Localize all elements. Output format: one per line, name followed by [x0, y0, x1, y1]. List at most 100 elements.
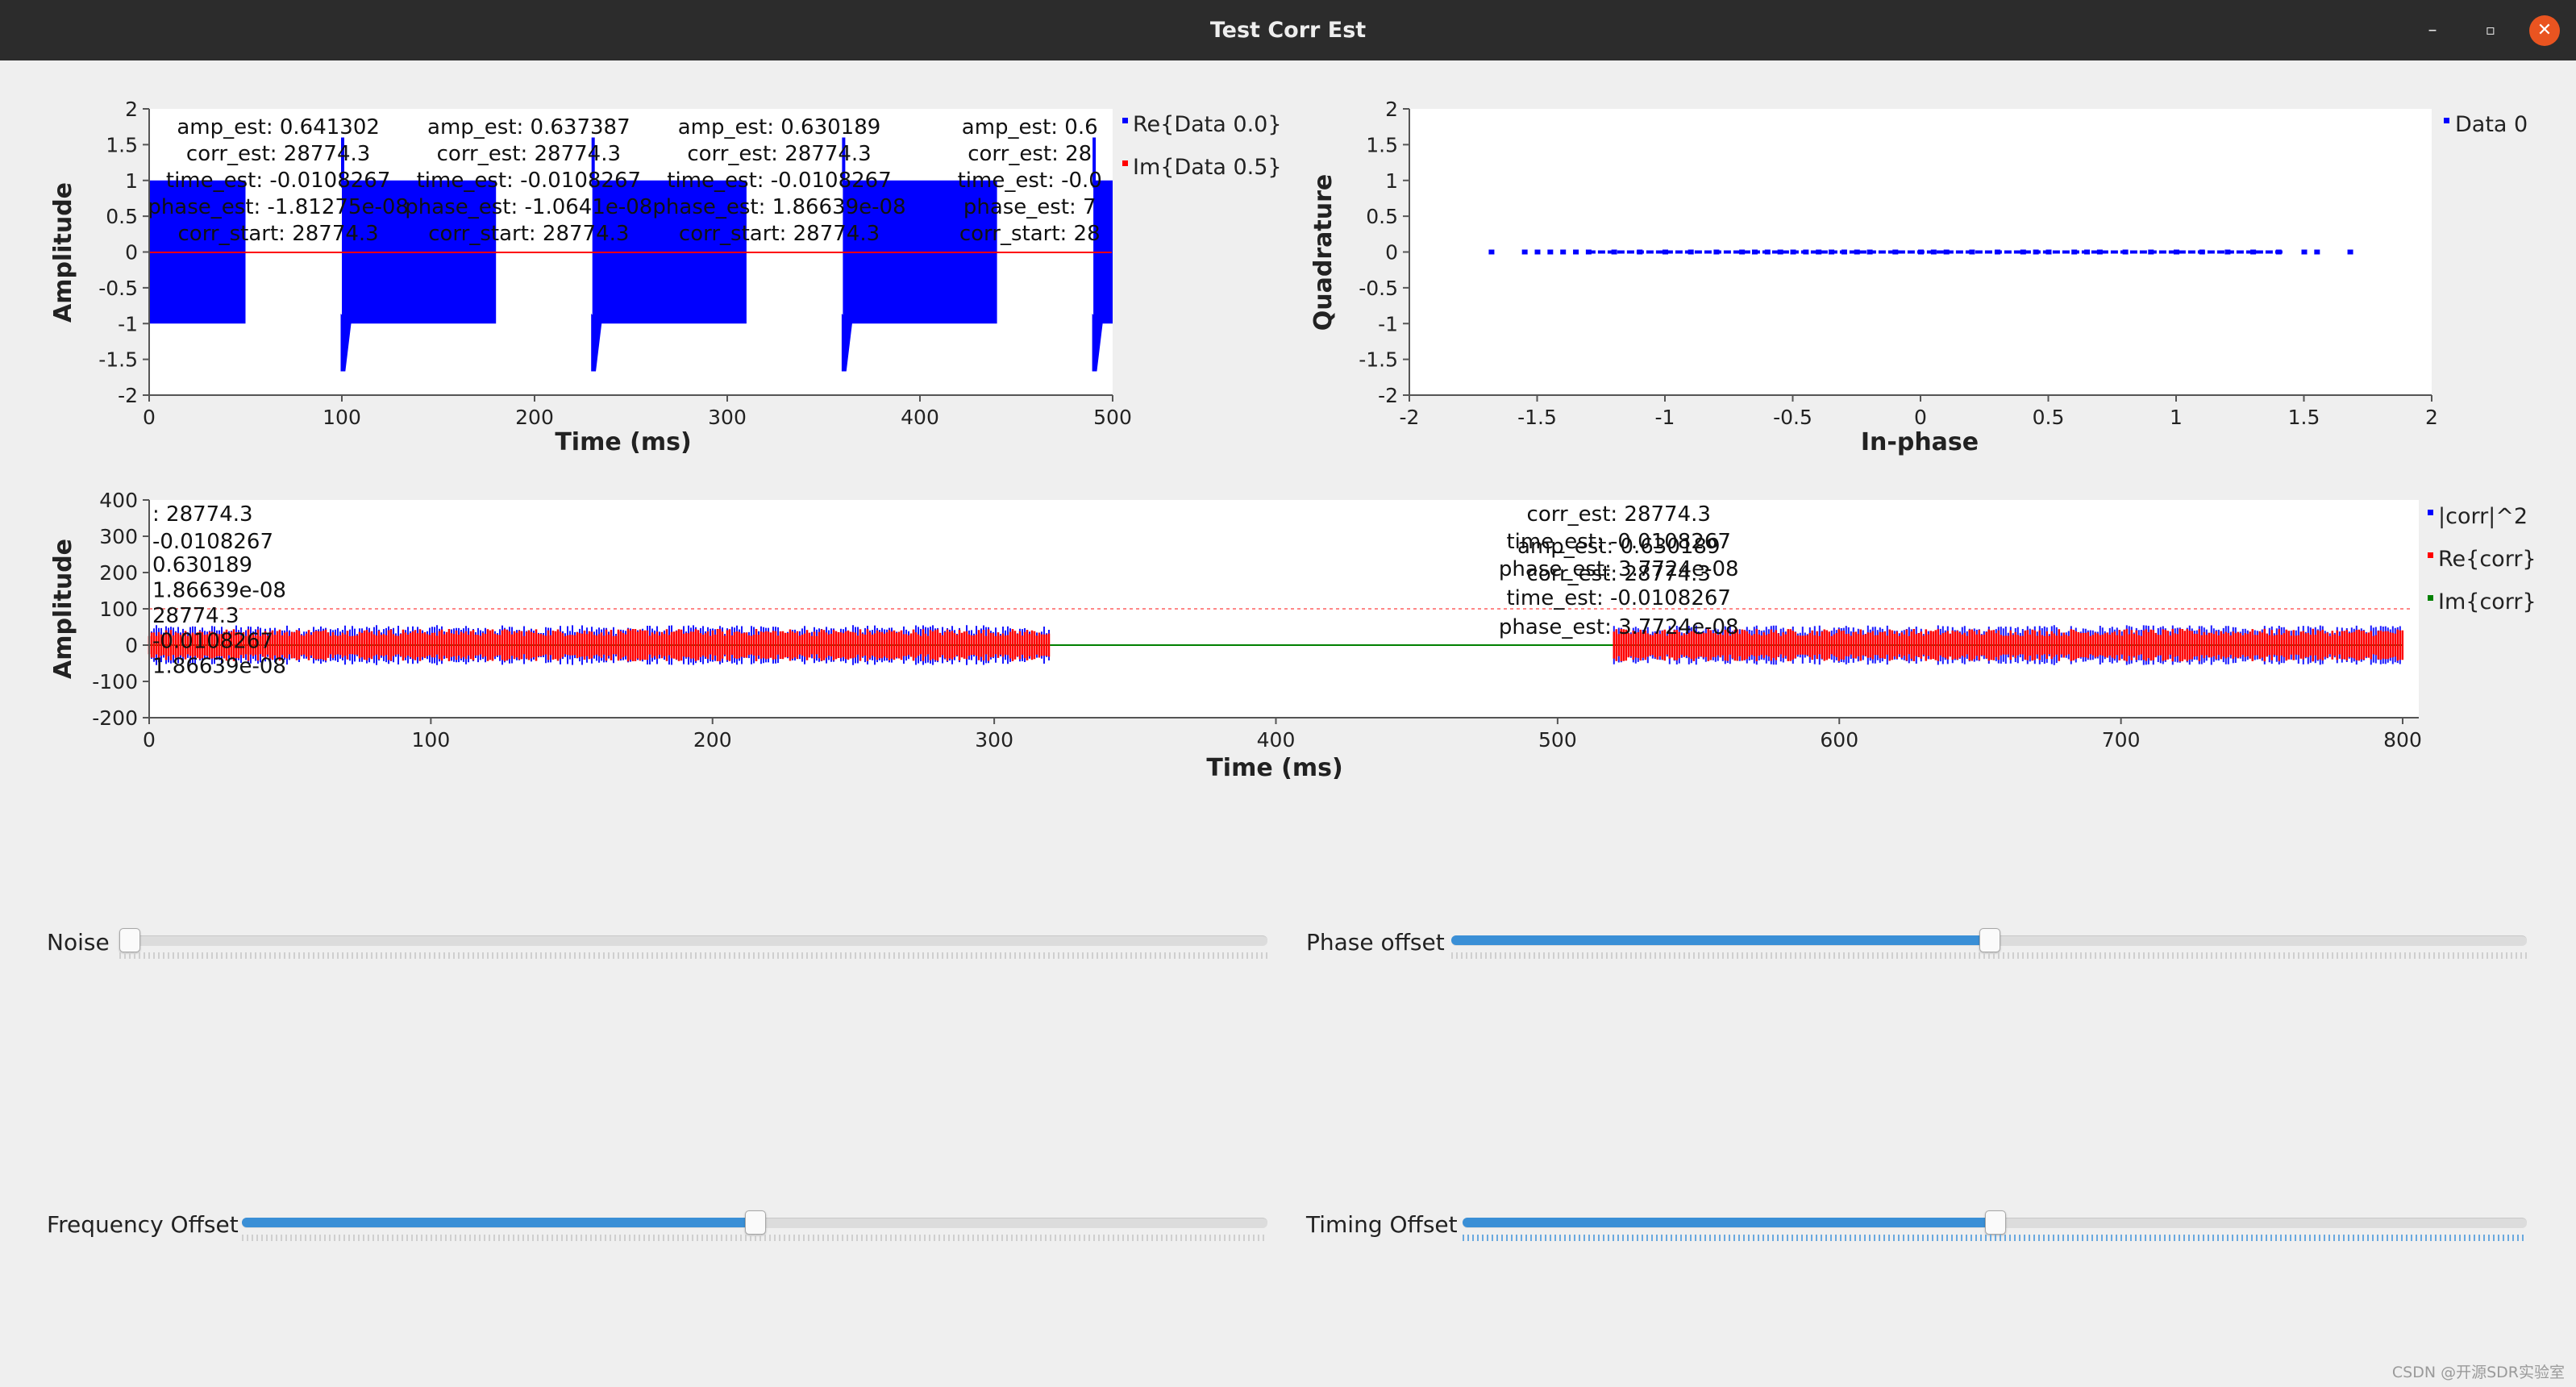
- maximize-icon[interactable]: ▫: [2485, 22, 2496, 39]
- estimate-annotation: corr_est: 28774.3: [1527, 502, 1711, 527]
- constellation-point: [1573, 249, 1579, 255]
- y-tick-label: 0.5: [106, 205, 138, 228]
- constellation-point: [1739, 249, 1746, 255]
- legend-entry[interactable]: Data 0: [2455, 112, 2528, 137]
- y-tick-label: -0.5: [98, 277, 138, 300]
- estimate-annotation: phase_est: 3.7724e-08: [1499, 615, 1739, 639]
- y-tick-label: 200: [99, 561, 138, 585]
- estimate-annotation: 28774.3: [152, 604, 239, 628]
- phase-offset-slider[interactable]: [1451, 925, 2527, 959]
- y-tick-label: 1.5: [1366, 133, 1398, 156]
- estimate-annotation: phase_est: -1.81275e-08: [148, 195, 409, 219]
- estimate-annotation: -0.0108267: [152, 629, 273, 653]
- legend-marker: [1122, 160, 1128, 166]
- estimate-annotation: : 28774.3: [152, 502, 253, 527]
- y-axis-label: Amplitude: [49, 182, 77, 323]
- estimate-annotation: corr_est: 28: [968, 142, 1092, 166]
- constellation-point: [1488, 249, 1495, 255]
- estimate-annotation: corr_start: 28774.3: [428, 222, 629, 246]
- legend-entry[interactable]: Im{Data 0.5}: [1133, 155, 1282, 180]
- y-tick-label: -1: [118, 312, 138, 335]
- x-tick-label: 0: [1914, 406, 1927, 429]
- legend-entry[interactable]: Re{corr}: [2438, 547, 2536, 572]
- estimate-annotation: time_est: -0.0: [958, 169, 1102, 193]
- constellation-point: [1560, 249, 1567, 255]
- y-tick-label: -0.5: [1359, 277, 1398, 300]
- watermark: CSDN @开源SDR实验室: [2391, 1364, 2565, 1381]
- slider-ticks: [1463, 1235, 2527, 1241]
- constellation-point: [1663, 249, 1668, 255]
- estimate-annotation: time_est: -0.0108267: [667, 169, 891, 193]
- legend-entry[interactable]: Im{corr}: [2438, 589, 2536, 614]
- slider-fill: [1463, 1218, 1995, 1227]
- constellation-point: [1534, 249, 1541, 255]
- x-tick-label: 500: [1093, 406, 1132, 429]
- constellation-plot[interactable]: 2 1.5 1 0.5 0 -0.5 -1 -1.5 -2 -2 -1.5 -1 -0.5 0 0.5 1 1…: [1290, 60, 2576, 480]
- estimate-annotation: time_est: -0.0108267: [166, 169, 390, 193]
- timing-offset-label: Timing Offset: [1306, 1211, 1458, 1238]
- constellation-point: [2174, 249, 2179, 255]
- x-tick-label: 200: [693, 728, 732, 752]
- slider-handle[interactable]: [119, 928, 140, 952]
- legend-entry[interactable]: |corr|^2: [2438, 504, 2528, 529]
- x-tick-label: 2: [2425, 406, 2438, 429]
- estimate-annotation: 1.86639e-08: [152, 655, 286, 679]
- constellation-point: [1816, 249, 1822, 255]
- phase-offset-label: Phase offset: [1306, 929, 1445, 956]
- y-tick-label: -1.5: [98, 348, 138, 372]
- legend-marker: [2444, 118, 2449, 123]
- x-tick-label: 500: [1538, 728, 1577, 752]
- estimate-annotation: phase_est: -1.0641e-08: [405, 195, 652, 219]
- slider-fill: [1451, 935, 1989, 945]
- y-tick-label: -200: [92, 706, 138, 730]
- re-spike: [591, 314, 602, 372]
- x-tick-label: -2: [1400, 406, 1420, 429]
- slider-handle[interactable]: [1979, 928, 2000, 952]
- x-tick-label: -1.5: [1517, 406, 1557, 429]
- timing-offset-slider[interactable]: [1463, 1207, 2527, 1241]
- constellation-point: [1521, 249, 1528, 255]
- legend-entry[interactable]: Re{Data 0.0}: [1133, 112, 1282, 137]
- slider-ticks: [119, 952, 1267, 959]
- frequency-offset-label: Frequency Offset: [47, 1211, 239, 1238]
- estimate-annotation: corr_est: 28774.3: [186, 142, 370, 166]
- estimate-annotation: amp_est: 0.630189: [678, 115, 881, 140]
- constellation-point: [1777, 249, 1783, 255]
- noise-slider[interactable]: [119, 925, 1267, 959]
- estimate-annotation: corr_est: 28774.3: [437, 142, 621, 166]
- estimate-annotation: corr_start: 28: [959, 222, 1101, 246]
- slider-handle[interactable]: [1985, 1210, 2006, 1235]
- y-tick-label: 300: [99, 525, 138, 548]
- correlation-plot[interactable]: : 28774.3-0.01082670.6301891.86639e-0828…: [0, 480, 2576, 802]
- estimate-annotation: corr_start: 28774.3: [178, 222, 379, 246]
- title-bar: Test Corr Est – ▫ ✕: [0, 0, 2576, 60]
- close-icon[interactable]: ✕: [2529, 15, 2560, 46]
- x-tick-label: 0: [143, 728, 156, 752]
- y-tick-label: 2: [125, 98, 138, 121]
- estimate-annotation: phase_est: 3.7724e-08: [1499, 557, 1739, 581]
- slider-track: [119, 935, 1267, 946]
- estimate-annotation: amp_est: 0.6: [962, 115, 1098, 140]
- slider-fill: [242, 1218, 755, 1227]
- slider-handle[interactable]: [745, 1210, 766, 1235]
- frequency-offset-slider[interactable]: [242, 1207, 1267, 1241]
- x-tick-label: 1: [2170, 406, 2183, 429]
- constellation-point: [1854, 249, 1860, 255]
- y-axis-label: Amplitude: [49, 539, 77, 679]
- constellation-point: [2314, 249, 2320, 255]
- estimate-annotation: time_est: -0.0108267: [1506, 586, 1730, 610]
- x-tick-label: 600: [1820, 728, 1858, 752]
- y-tick-label: -1: [1378, 312, 1398, 335]
- minimize-icon[interactable]: –: [2428, 20, 2437, 40]
- estimate-annotation: -0.0108267: [152, 530, 273, 554]
- x-axis-label: Time (ms): [555, 428, 691, 456]
- y-tick-label: 1: [1385, 169, 1398, 193]
- estimate-annotation: amp_est: 0.641302: [177, 115, 380, 140]
- x-tick-label: 400: [1257, 728, 1296, 752]
- constellation-point: [2020, 249, 2026, 255]
- x-tick-label: 100: [412, 728, 451, 752]
- x-tick-label: 800: [2383, 728, 2422, 752]
- x-tick-label: -1: [1655, 406, 1675, 429]
- y-tick-label: 0: [125, 634, 138, 657]
